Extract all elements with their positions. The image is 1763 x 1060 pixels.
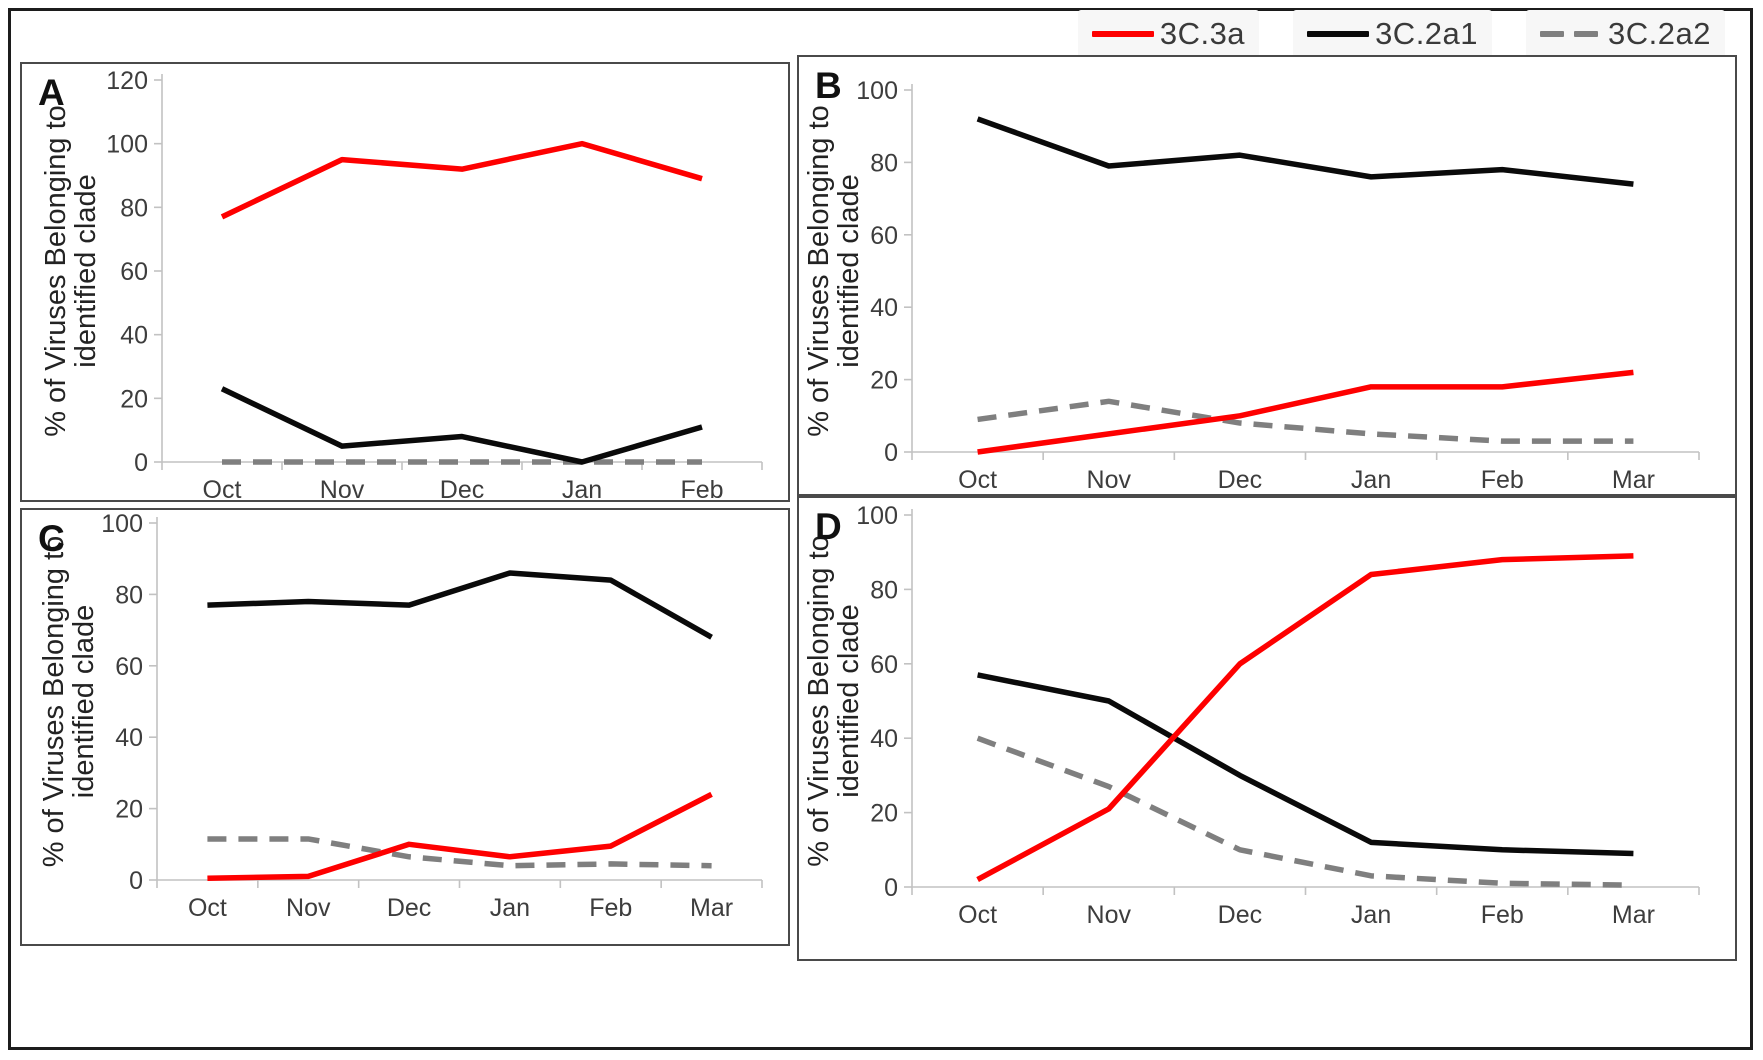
legend-label: 3C.2a1 (1375, 16, 1479, 51)
legend-line-segment (1307, 31, 1370, 37)
panel-C: C 0 20 40 60 80 100 Oct Nov Dec Jan Feb Mar % of Vir… (20, 508, 790, 946)
svg-text:Dec: Dec (440, 476, 484, 500)
line-chart-B: 0 20 40 60 80 100 Oct Nov Dec Jan Feb Mar % of Virus… (803, 77, 1700, 494)
svg-text:20: 20 (870, 367, 898, 395)
panel-B: B 0 20 40 60 80 100 Oct Nov Dec Jan Feb Mar % of Vir… (797, 55, 1737, 496)
svg-text:60: 60 (870, 651, 898, 679)
series-line-3C.2a1 (977, 672, 1634, 857)
line-chart-D: 0 20 40 60 80 100 Oct Nov Dec Jan Feb Mar % of Virus… (803, 502, 1700, 929)
legend-line-sample-gray-dashed (1540, 31, 1602, 37)
svg-text:80: 80 (870, 576, 898, 604)
svg-text:60: 60 (870, 222, 898, 250)
svg-text:80: 80 (115, 581, 143, 609)
legend-dash-segment (1574, 31, 1599, 37)
svg-text:Feb: Feb (1481, 466, 1524, 494)
panel-label-B: B (815, 65, 842, 106)
svg-text:40: 40 (870, 294, 898, 322)
svg-text:Dec: Dec (1218, 901, 1262, 929)
svg-text:20: 20 (120, 385, 148, 413)
y-axis-title: % of Viruses Belonging to (38, 536, 70, 868)
y-axis-title: % of Viruses Belonging to (803, 105, 835, 437)
svg-text:20: 20 (870, 800, 898, 828)
svg-text:40: 40 (115, 724, 143, 752)
legend-item-3c2a1: 3C.2a1 (1293, 10, 1493, 58)
panel-A: A 0 20 40 60 80 100 120 Oct Nov Dec Jan Feb % of Vir… (20, 62, 790, 502)
svg-text:40: 40 (870, 725, 898, 753)
svg-text:20: 20 (115, 796, 143, 824)
panel-label-A: A (38, 72, 65, 113)
svg-text:40: 40 (120, 322, 148, 350)
svg-text:0: 0 (884, 439, 898, 467)
series-line-3C.2a2 (207, 836, 712, 869)
series-line-3C.2a1 (220, 386, 703, 465)
svg-text:Mar: Mar (1612, 901, 1655, 929)
series-line-3C.3a (220, 140, 703, 220)
y-axis-title: identified clade (70, 174, 102, 367)
line-chart-C: 0 20 40 60 80 100 Oct Nov Dec Jan Feb Mar % of Virus… (38, 510, 763, 922)
legend: 3C.3a 3C.2a1 3C.2a2 (1077, 10, 1725, 58)
svg-text:Nov: Nov (1087, 466, 1132, 494)
panel-label-D: D (815, 506, 842, 547)
y-axis-title: identified clade (68, 605, 100, 798)
series-line-3C.2a2 (977, 398, 1634, 444)
y-axis-title: % of Viruses Belonging to (803, 535, 835, 867)
series-line-3C.2a1 (207, 570, 713, 640)
panel-label-C: C (38, 518, 65, 559)
series-line-3C.3a (976, 553, 1634, 882)
svg-text:Mar: Mar (690, 894, 733, 922)
svg-text:80: 80 (120, 194, 148, 222)
legend-label: 3C.3a (1159, 16, 1246, 51)
svg-text:Jan: Jan (1351, 466, 1391, 494)
svg-text:100: 100 (101, 510, 143, 538)
svg-text:80: 80 (870, 149, 898, 177)
svg-text:Feb: Feb (680, 476, 723, 500)
svg-text:60: 60 (115, 653, 143, 681)
panel-D: D 0 20 40 60 80 100 Oct Nov Dec Jan Feb Mar % of Vir… (797, 496, 1737, 961)
svg-text:120: 120 (106, 67, 148, 95)
svg-text:100: 100 (856, 502, 898, 530)
svg-text:Oct: Oct (188, 894, 227, 922)
series-line-3C.3a (207, 791, 713, 881)
legend-dash-segment (1540, 31, 1565, 37)
svg-text:100: 100 (106, 131, 148, 159)
legend-label: 3C.2a2 (1608, 16, 1711, 51)
legend-line-sample-black (1307, 31, 1370, 37)
legend-line-sample-red (1091, 31, 1154, 37)
svg-text:0: 0 (129, 867, 143, 895)
line-chart-A: 0 20 40 60 80 100 120 Oct Nov Dec Jan Feb % of Virus… (40, 67, 763, 500)
svg-text:Nov: Nov (1087, 901, 1132, 929)
svg-text:Feb: Feb (589, 894, 632, 922)
legend-item-3c2a2: 3C.2a2 (1526, 10, 1725, 58)
svg-text:0: 0 (134, 449, 148, 477)
svg-text:Mar: Mar (1612, 466, 1655, 494)
svg-text:Jan: Jan (562, 476, 602, 500)
y-axis-title: identified clade (833, 174, 865, 367)
y-axis-title: % of Viruses Belonging to (40, 105, 72, 437)
series-line-3C.3a (977, 369, 1634, 455)
svg-text:Nov: Nov (320, 476, 365, 500)
svg-text:Dec: Dec (1218, 466, 1262, 494)
svg-text:Oct: Oct (203, 476, 242, 500)
svg-text:Dec: Dec (387, 894, 431, 922)
svg-text:Jan: Jan (1351, 901, 1391, 929)
series-line-3C.2a2 (976, 735, 1634, 888)
svg-text:0: 0 (884, 874, 898, 902)
legend-line-segment (1091, 31, 1154, 37)
svg-text:Feb: Feb (1481, 901, 1524, 929)
svg-text:Oct: Oct (958, 466, 997, 494)
svg-text:60: 60 (120, 258, 148, 286)
svg-text:Oct: Oct (958, 901, 997, 929)
y-axis-title: identified clade (833, 604, 865, 797)
svg-text:Nov: Nov (286, 894, 331, 922)
legend-item-3c3a: 3C.3a (1077, 10, 1260, 58)
svg-text:100: 100 (856, 77, 898, 105)
series-line-3C.2a1 (976, 116, 1634, 187)
svg-text:Jan: Jan (490, 894, 530, 922)
